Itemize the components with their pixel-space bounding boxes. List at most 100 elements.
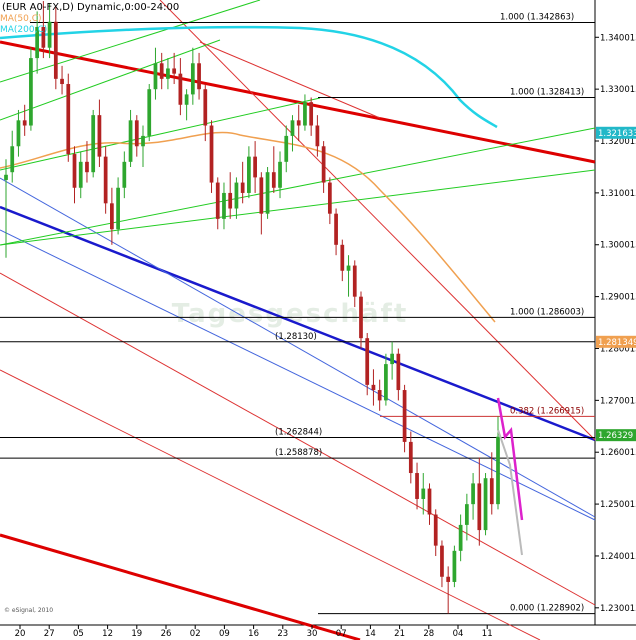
candle (396, 348, 401, 401)
candle-body (53, 21, 58, 79)
y-tick-label: 1.300013 (600, 241, 636, 251)
candle-body (228, 192, 233, 209)
x-tick-label: 02 (190, 629, 201, 639)
candle (265, 167, 270, 219)
candle (215, 177, 220, 230)
candle (408, 431, 413, 484)
green-fan-line-5 (0, 39, 221, 121)
candle-body (85, 161, 89, 173)
y-tick-label: 1.330013 (600, 85, 636, 95)
candle (209, 120, 214, 193)
candle (471, 473, 475, 520)
candle-body (159, 63, 164, 79)
red-channel-line-2 (0, 272, 596, 606)
candle-body (222, 192, 226, 219)
candle-body (396, 353, 401, 391)
candle (16, 109, 21, 157)
candle (352, 260, 357, 308)
candle (190, 47, 195, 105)
candle-body (352, 265, 357, 297)
candle-body (315, 125, 320, 147)
candle (184, 89, 189, 121)
candle-body (234, 182, 239, 209)
candle (22, 104, 27, 136)
x-tick-label: 27 (44, 629, 55, 639)
candle (53, 6, 58, 90)
candle-body (22, 120, 27, 126)
candle-body (402, 390, 407, 442)
candle (377, 379, 382, 411)
level-label: 1.000 (1.328413) (510, 87, 584, 97)
legend-ma50: MA(50,C) (0, 14, 42, 24)
candle-body (197, 63, 201, 90)
candle (91, 109, 96, 178)
price-tag-label: 1.321633 (598, 129, 636, 139)
candle (41, 1, 46, 59)
candle-body (458, 524, 463, 551)
candle (284, 125, 289, 173)
candle (247, 146, 251, 199)
candle-body (471, 483, 475, 505)
candle-body (408, 441, 413, 474)
candle (116, 177, 120, 235)
green-fan-line-1 (0, 0, 261, 83)
candle-body (359, 296, 363, 339)
candle (4, 159, 8, 258)
x-tick-label: 07 (336, 629, 347, 639)
candle-body (271, 172, 276, 188)
candle (464, 493, 469, 541)
candle (334, 208, 338, 256)
candle-body (184, 94, 189, 105)
candle-body (29, 58, 33, 126)
candle (203, 84, 208, 142)
candle-body (110, 203, 114, 230)
candle (178, 58, 183, 116)
green-fan-line-2 (0, 97, 321, 171)
y-tick-label: 1.310013 (600, 189, 636, 199)
candle (134, 115, 139, 157)
candle-body (203, 89, 208, 126)
candle-body (240, 182, 245, 193)
candle-body (265, 172, 270, 214)
candle (172, 52, 177, 85)
candle (10, 130, 15, 183)
level-label: 1.000 (1.286003) (510, 307, 584, 317)
candle (166, 58, 170, 90)
candle (228, 172, 233, 219)
y-tick-label: 1.250013 (600, 500, 636, 510)
candle (259, 172, 264, 235)
chart-title: (EUR A0-FX,D) Dynamic,0:00-24:00 (2, 2, 179, 13)
candle-body (483, 478, 488, 531)
candle-body (390, 353, 394, 365)
candle-body (147, 89, 152, 136)
candle (72, 146, 77, 204)
candle-body (296, 120, 301, 126)
level-label: 1.000 (1.342863) (500, 12, 574, 22)
candle (47, 3, 52, 59)
candle (110, 187, 114, 245)
y-tick-label: 1.320013 (600, 137, 636, 147)
watermark: Tagesgeschäft (172, 299, 409, 329)
price-axis: 1.340013 1.330013 1.320013 1.310013 1.300013… (595, 33, 636, 614)
y-tick-label: 1.260013 (600, 448, 636, 458)
candle (365, 332, 370, 396)
candle (222, 182, 226, 230)
x-tick-label: 12 (102, 629, 113, 639)
candle-body (290, 120, 295, 136)
candle (384, 353, 388, 406)
x-tick-label: 05 (73, 629, 84, 639)
trendlines (0, 0, 596, 640)
candle-body (415, 473, 419, 499)
candle-body (116, 187, 120, 230)
candle-body (452, 550, 457, 582)
candle (346, 255, 351, 297)
candle (271, 146, 276, 193)
candle-body (178, 73, 183, 105)
candle-body (16, 120, 21, 147)
candle-body (327, 182, 332, 214)
candle-body (464, 504, 469, 525)
candle (427, 483, 432, 525)
candle (309, 97, 314, 136)
time-axis: 2027051219260209162330071421280411MarApr… (15, 625, 493, 639)
